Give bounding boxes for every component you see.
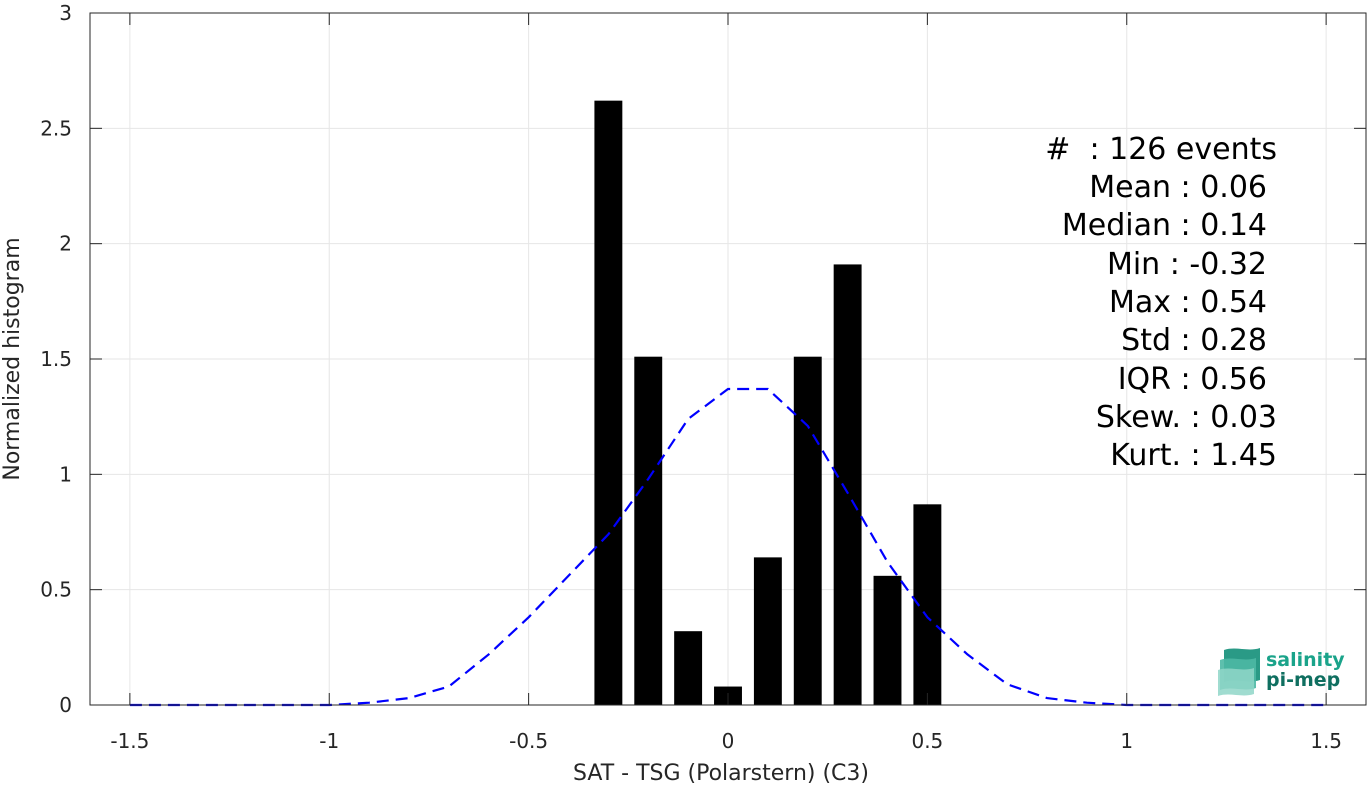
stats-box: # : 126 events Mean : 0.06 Median : 0.14… [1045,132,1277,473]
x-tick-label: -0.5 [509,729,548,753]
x-tick-label: 1 [1120,729,1133,753]
stat-skew: Skew. : 0.03 [1096,400,1277,435]
x-tick-label: 1.5 [1310,729,1342,753]
wave-logo-icon [1218,648,1260,696]
stat-median: Median : 0.14 [1062,208,1267,243]
y-tick-label: 1.5 [40,347,72,371]
y-tick-label: 0 [59,693,72,717]
histogram-bars [594,100,942,706]
histogram-bar [753,557,782,705]
stat-max: Max : 0.54 [1109,285,1267,320]
histogram-bar [634,356,663,705]
logo-text-salinity: salinity [1266,649,1345,671]
y-axis-title: Normalized histogram [0,237,25,480]
histogram-bar [833,264,862,705]
y-tick-label: 2.5 [40,116,72,140]
stat-iqr: IQR : 0.56 [1118,362,1267,397]
x-tick-label: 0 [722,729,735,753]
x-tick-label: 0.5 [911,729,943,753]
histogram-bar [873,575,902,705]
x-axis-title: SAT - TSG (Polarstern) (C3) [573,761,869,785]
stat-events: # : 126 events [1045,132,1277,167]
salinity-pi-mep-logo: salinity pi-mep [1218,648,1345,696]
axis-ticks: -1.5 -1 -0.5 0 0.5 1 1.5 0 0.5 1 1.5 2 2.5 3 [40,1,1366,753]
x-tick-label: -1 [319,729,339,753]
y-tick-label: 2 [59,232,72,256]
grid [90,12,1366,706]
y-tick-label: 3 [59,1,72,25]
stat-min: Min : -0.32 [1107,247,1267,282]
stat-mean: Mean : 0.06 [1089,170,1267,205]
stat-kurt: Kurt. : 1.45 [1110,438,1277,473]
histogram-bar [793,356,822,705]
histogram-bar [594,100,623,706]
stat-std: Std : 0.28 [1121,323,1267,358]
x-tick-label: -1.5 [110,729,149,753]
y-tick-label: 1 [59,462,72,486]
logo-text-pimep: pi-mep [1266,669,1340,691]
y-tick-label: 0.5 [40,578,72,602]
histogram-bar [674,631,703,705]
